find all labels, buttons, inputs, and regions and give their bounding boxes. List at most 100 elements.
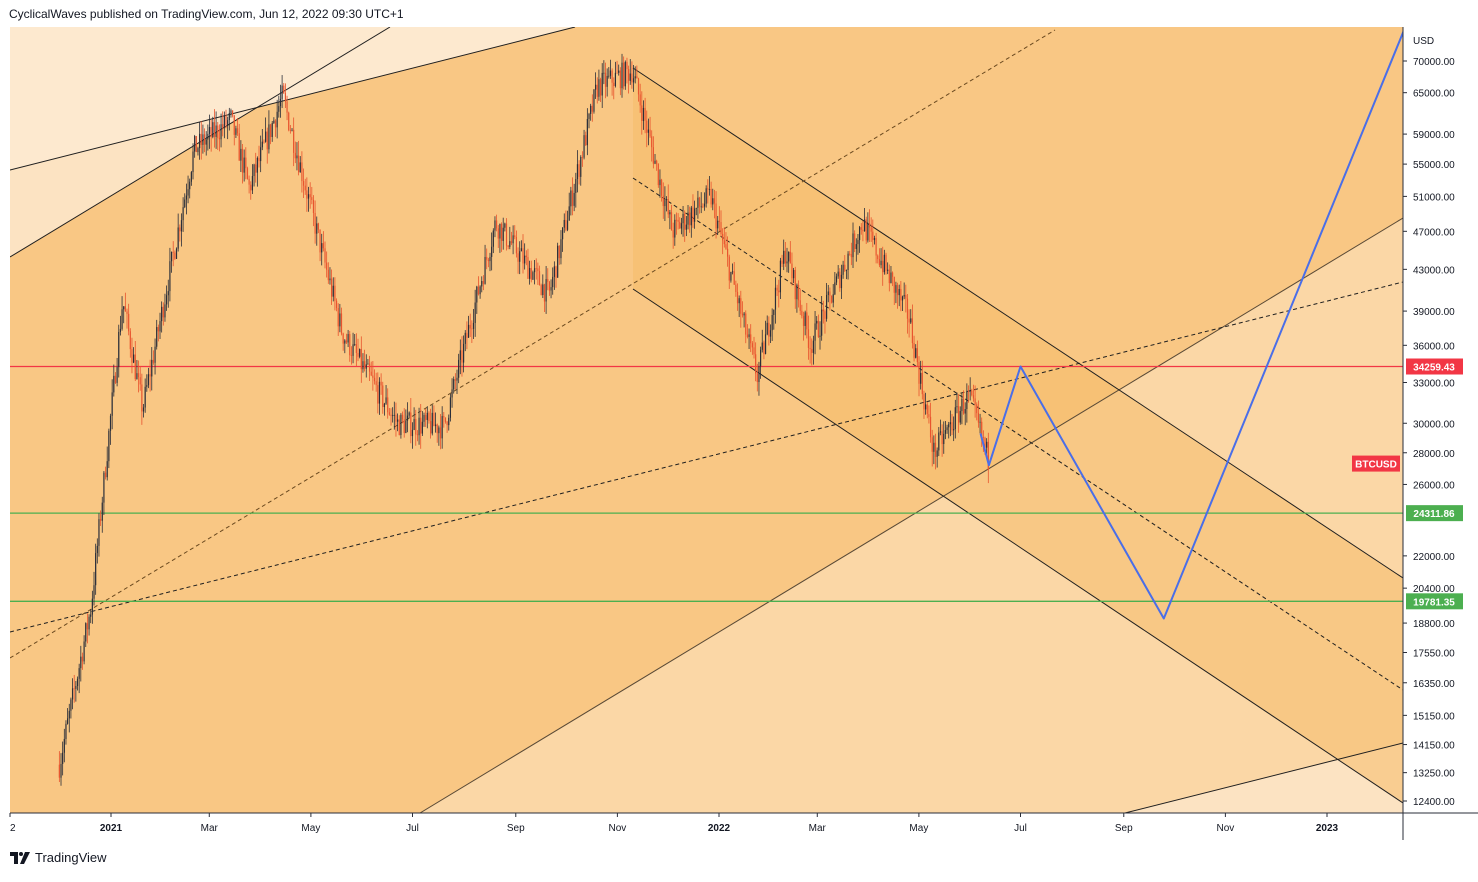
price-tick-label: 36000.00	[1413, 341, 1455, 352]
price-tick-label: 65000.00	[1413, 89, 1455, 100]
publisher-caption: CyclicalWaves published on TradingView.c…	[9, 7, 404, 21]
ascending-support-line	[419, 217, 1403, 813]
candle-body	[593, 89, 595, 112]
candle-body	[203, 134, 206, 145]
candle-body	[682, 213, 684, 224]
candle-body	[786, 261, 788, 264]
candle-body	[187, 189, 189, 196]
candle-body	[967, 390, 970, 392]
candle-body	[918, 362, 920, 384]
candle-body	[723, 240, 725, 245]
candle-body	[675, 219, 678, 221]
candle-body	[740, 298, 742, 314]
candle-body	[570, 190, 572, 207]
long-dashed-diagonal	[10, 29, 1056, 659]
candle-body	[467, 324, 470, 338]
candle-body	[926, 404, 928, 415]
candle-body	[103, 472, 105, 503]
price-tick-label: 14150.00	[1413, 741, 1455, 752]
price-badges: 34259.43 24311.86 19781.35 BTCUSD	[1352, 358, 1463, 610]
candle-body	[784, 250, 786, 264]
candle-body	[888, 269, 890, 284]
candle-body	[218, 137, 221, 140]
candle-body	[68, 710, 70, 719]
candle-body	[373, 377, 376, 382]
candle-body	[142, 407, 145, 412]
candle-body	[542, 284, 544, 296]
candle-body	[599, 79, 602, 96]
candle-body	[717, 220, 719, 229]
candle-body	[213, 122, 216, 137]
candle-body	[868, 223, 871, 228]
candle-body	[67, 718, 69, 724]
candle-body	[807, 329, 810, 348]
candle-body	[233, 115, 235, 135]
candle-body	[200, 133, 202, 145]
top-trendline	[10, 27, 576, 171]
candle-body	[862, 229, 864, 232]
candle-body	[634, 76, 636, 79]
candle-body	[802, 315, 805, 326]
candle-body	[331, 278, 333, 297]
candle-body	[748, 334, 750, 337]
candle-body	[316, 223, 318, 234]
candle-body	[375, 381, 377, 386]
candle-body	[774, 287, 777, 310]
candle-body	[289, 130, 291, 131]
candle-body	[215, 125, 217, 137]
candle-body	[240, 148, 242, 161]
candle-body	[279, 98, 282, 107]
price-tick-label: 30000.00	[1413, 419, 1455, 430]
candle-body	[651, 136, 653, 148]
candle-body	[674, 219, 676, 238]
candle-body	[590, 105, 592, 114]
candle-body	[266, 131, 268, 150]
candle-body	[595, 84, 597, 90]
candle-body	[916, 348, 918, 363]
level-badge	[1406, 593, 1463, 610]
candle-body	[298, 155, 300, 173]
candle-body	[190, 172, 192, 182]
candle-body	[520, 248, 522, 252]
candle-body	[76, 678, 79, 686]
candle-body	[461, 350, 463, 363]
candle-body	[144, 386, 146, 408]
candle-body	[129, 331, 131, 350]
candle-body	[154, 346, 156, 363]
candle-body	[811, 349, 813, 353]
candle-body	[169, 261, 171, 292]
candle-body	[207, 133, 209, 140]
candle-body	[175, 248, 178, 259]
level-badge-label: 19781.35	[1413, 597, 1455, 608]
candle-body	[941, 431, 943, 445]
candle-body	[504, 223, 506, 228]
candle-body	[260, 147, 262, 162]
candle-body	[256, 157, 258, 173]
candle-body	[632, 78, 635, 83]
candle-body	[426, 412, 428, 420]
footer-brand[interactable]: TradingView	[35, 850, 107, 865]
candle-body	[672, 230, 674, 238]
candle-body	[439, 427, 442, 439]
candle-body	[703, 203, 706, 207]
candle-body	[608, 75, 610, 77]
candle-body	[339, 313, 341, 327]
candle-body	[397, 419, 399, 422]
candle-body	[596, 84, 598, 97]
candle-body	[387, 397, 389, 413]
candle-body	[878, 259, 881, 266]
candle-body	[898, 289, 900, 296]
candle-body	[222, 124, 224, 128]
candle-body	[908, 318, 910, 323]
price-tick-label: 55000.00	[1413, 160, 1455, 171]
candle-body	[377, 385, 379, 404]
candle-body	[418, 417, 420, 436]
candle-body	[611, 70, 613, 83]
candle-body	[340, 313, 343, 334]
candle-body	[380, 381, 382, 386]
candle-body	[954, 407, 956, 429]
candle-body	[621, 62, 623, 89]
price-tick-label: 28000.00	[1413, 449, 1455, 460]
